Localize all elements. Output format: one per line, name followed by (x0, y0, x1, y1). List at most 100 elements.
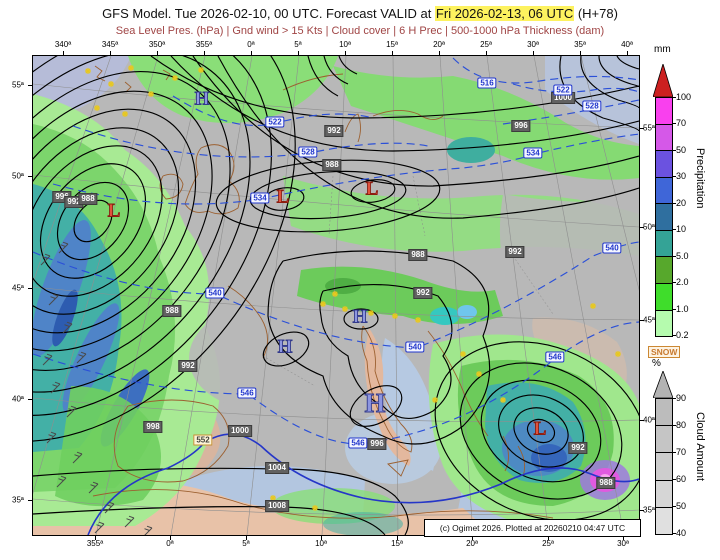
lat-label-right: 40ª (643, 415, 655, 425)
colorbar-segment (656, 453, 672, 481)
colorbar-segment (656, 283, 672, 311)
lat-label-right: 35ª (643, 505, 655, 515)
scale-tick-label: 50 (676, 144, 687, 155)
scale-tick (672, 479, 676, 480)
cloud-axis-title: Cloud Amount (694, 412, 706, 482)
axis-tick (110, 51, 111, 55)
axis-tick (28, 85, 32, 86)
scale-tick-label: 70 (676, 447, 687, 457)
axis-tick (28, 288, 32, 289)
axis-tick (28, 176, 32, 177)
lon-label-bottom: 15ª (391, 539, 403, 548)
graticule (33, 56, 639, 535)
lon-label-top: 15ª (386, 40, 398, 49)
precip-arrow-icon (653, 64, 673, 97)
scale-tick (672, 149, 676, 151)
colorbar-segment (656, 204, 672, 231)
lat-label-left: 45ª (12, 283, 24, 293)
axis-tick (204, 51, 205, 55)
axis-tick (439, 51, 440, 55)
scale-tick-label: 90 (676, 393, 687, 403)
colorbar-segment (656, 230, 672, 258)
lon-label-top: 345ª (101, 40, 119, 49)
scale-tick-label: 10 (676, 224, 687, 235)
axis-tick (63, 51, 64, 55)
scale-tick-label: 2.0 (676, 277, 689, 288)
cloud-arrow-icon (653, 371, 673, 398)
axis-tick (157, 51, 158, 55)
scale-tick-label: 80 (676, 420, 687, 430)
colorbar-segment (656, 257, 672, 284)
lon-label-top: 355ª (195, 40, 213, 49)
isobars (33, 56, 639, 535)
title-prefix: GFS Model. Tue 2026-02-10, 00 UTC. Forec… (102, 6, 435, 21)
scale-tick (672, 398, 676, 399)
lon-label-bottom: 25ª (542, 539, 554, 548)
colorbar-segment (656, 124, 672, 152)
lon-label-top: 10ª (339, 40, 351, 49)
scale-tick-label: 100 (676, 92, 692, 102)
axis-tick (640, 420, 644, 421)
lat-label-right: 55ª (643, 123, 655, 133)
axis-tick (640, 320, 644, 321)
axis-tick (580, 51, 581, 55)
scale-tick (672, 97, 676, 98)
axis-tick (472, 536, 473, 540)
lon-label-bottom: 355ª (86, 539, 104, 548)
precip-west-heavy (33, 184, 122, 452)
chart-subtitle: Sea Level Pres. (hPa) | Gnd wind > 15 Kt… (115, 25, 605, 37)
precip-north-band (128, 56, 338, 124)
scale-tick-label: 1.0 (676, 303, 689, 314)
axis-tick (397, 536, 398, 540)
cloud-unit-label: % (652, 358, 661, 369)
axis-tick (392, 51, 393, 55)
axis-tick (640, 227, 644, 228)
scale-tick-label: 60 (676, 474, 687, 484)
scale-tick (672, 176, 676, 178)
axis-tick (170, 536, 171, 540)
colorbar-segment (656, 399, 672, 427)
scale-tick-label: 30 (676, 171, 687, 182)
axis-tick (246, 536, 247, 540)
axis-tick (533, 51, 534, 55)
scale-tick (672, 533, 676, 534)
lon-label-bottom: 0ª (166, 539, 174, 548)
lat-label-right: 45ª (643, 315, 655, 325)
scale-tick (672, 452, 676, 453)
snow-limit-line (87, 433, 639, 535)
cloud-tint-nw (33, 56, 131, 117)
axis-tick (28, 500, 32, 501)
precipitation-colorbar (655, 97, 673, 337)
axis-tick (345, 51, 346, 55)
lon-label-bottom: 5ª (242, 539, 250, 548)
lat-label-left: 50ª (12, 171, 24, 181)
lat-label-left: 40ª (12, 394, 24, 404)
lat-label-left: 35ª (12, 495, 24, 505)
precip-unit-label: mm (654, 44, 671, 55)
axis-tick (548, 536, 549, 540)
lat-label-left: 55ª (12, 80, 24, 90)
weather-map-graphic (33, 56, 639, 535)
scale-tick (672, 282, 676, 284)
valid-time-highlight: Fri 2026-02-13, 06 UTC (434, 6, 575, 21)
scale-tick (672, 202, 676, 204)
lon-label-bottom: 10ª (315, 539, 327, 548)
chart-title: GFS Model. Tue 2026-02-10, 00 UTC. Forec… (0, 6, 720, 21)
scale-tick (672, 335, 676, 336)
axis-tick (298, 51, 299, 55)
precip-axis-title: Precipitation (694, 148, 706, 209)
colorbar-segment (656, 151, 672, 178)
colorbar-segment (656, 310, 672, 337)
cloud-colorbar (655, 398, 673, 535)
axis-tick (251, 51, 252, 55)
lon-label-bottom: 30ª (617, 539, 629, 548)
precip-north-band-e (333, 66, 639, 180)
scale-tick-label: 0.2 (676, 330, 689, 340)
coastlines (92, 65, 554, 519)
lon-label-top: 30ª (527, 40, 539, 49)
scale-tick (672, 308, 676, 310)
lon-label-top: 40ª (621, 40, 633, 49)
lon-label-top: 5ª (294, 40, 302, 49)
scale-tick-label: 20 (676, 197, 687, 208)
